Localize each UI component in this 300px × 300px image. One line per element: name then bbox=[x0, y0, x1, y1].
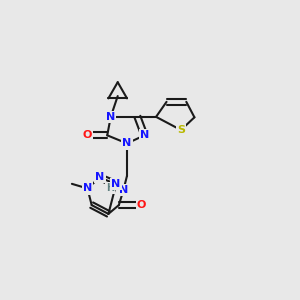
Text: O: O bbox=[137, 200, 146, 210]
Text: N: N bbox=[112, 179, 121, 189]
Text: N: N bbox=[140, 130, 149, 140]
Text: N: N bbox=[95, 172, 104, 182]
Text: S: S bbox=[177, 125, 185, 135]
Text: N: N bbox=[119, 184, 128, 195]
Text: N: N bbox=[122, 138, 132, 148]
Text: N: N bbox=[83, 184, 92, 194]
Text: H: H bbox=[106, 184, 114, 194]
Text: N: N bbox=[106, 112, 116, 122]
Text: O: O bbox=[83, 130, 92, 140]
